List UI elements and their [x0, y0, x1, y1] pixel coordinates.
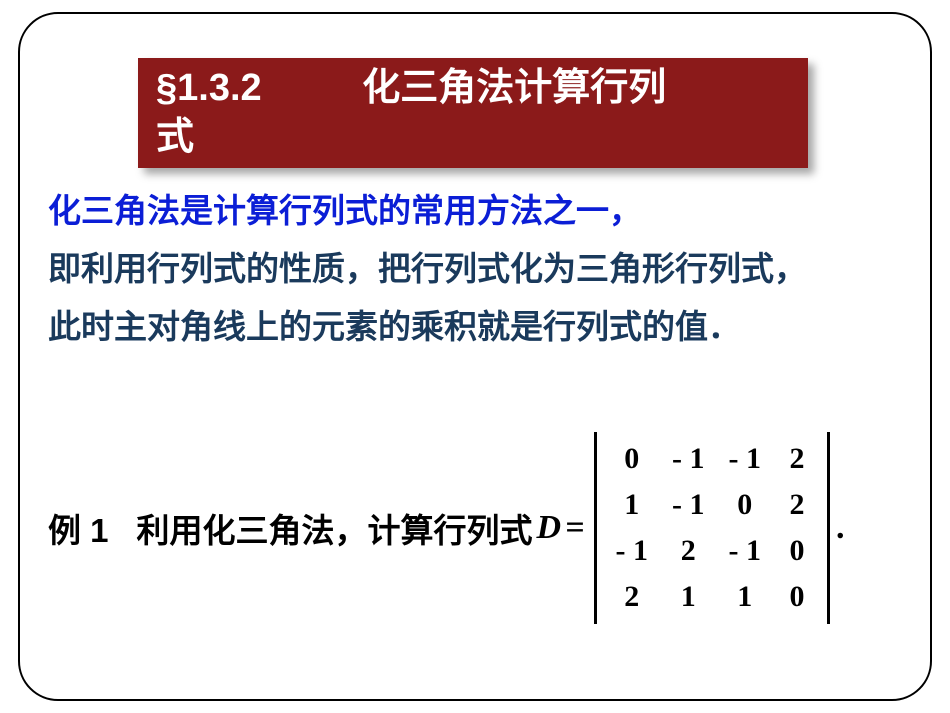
slide-content: §1.3.2 化三角法计算行列 式 化三角法是计算行列式的常用方法之一， 即利用… [18, 12, 932, 701]
title-box: §1.3.2 化三角法计算行列 式 [138, 58, 808, 168]
det-cell: 0 [773, 528, 821, 574]
example-label: 例 1 [48, 504, 109, 552]
det-cell: 0 [716, 482, 773, 528]
det-cell: - 1 [660, 482, 717, 528]
det-cell: 1 [716, 574, 773, 620]
det-cell: 2 [603, 574, 660, 620]
title-section-number: §1.3.2 [156, 67, 262, 109]
det-var: D [537, 509, 562, 547]
det-cell: 1 [660, 574, 717, 620]
det-row: 0 - 1 - 1 2 [603, 436, 821, 482]
paragraph-line-1: 化三角法是计算行列式的常用方法之一， [48, 182, 902, 240]
determinant-matrix: 0 - 1 - 1 2 1 - 1 0 2 - 1 2 - 1 [603, 436, 821, 620]
body-paragraph: 化三角法是计算行列式的常用方法之一， 即利用行列式的性质，把行列式化为三角形行列… [48, 182, 902, 355]
det-cell: 2 [773, 482, 821, 528]
determinant-variable: D = [537, 509, 595, 547]
title-text-2: 式 [156, 116, 194, 158]
example-prompt: 利用化三角法，计算行列式 [137, 504, 533, 552]
det-cell: 2 [660, 528, 717, 574]
title-text-1: 化三角法计算行列 [362, 67, 666, 109]
example-row: 例 1 利用化三角法，计算行列式 D = 0 - 1 - 1 2 1 [48, 432, 902, 624]
det-cell: 2 [773, 436, 821, 482]
determinant-expression: D = 0 - 1 - 1 2 1 - 1 0 2 [537, 432, 845, 624]
paragraph-line-2: 即利用行列式的性质，把行列式化为三角形行列式， [48, 240, 902, 298]
det-cell: 1 [603, 482, 660, 528]
det-cell: - 1 [716, 436, 773, 482]
det-row: 2 1 1 0 [603, 574, 821, 620]
det-eq-sign: = [561, 509, 588, 547]
det-row: - 1 2 - 1 0 [603, 528, 821, 574]
paragraph-line-3: 此时主对角线上的元素的乘积就是行列式的值． [48, 298, 902, 356]
det-cell: - 1 [603, 528, 660, 574]
determinant-bars: 0 - 1 - 1 2 1 - 1 0 2 - 1 2 - 1 [594, 432, 830, 624]
det-cell: 0 [603, 436, 660, 482]
det-row: 1 - 1 0 2 [603, 482, 821, 528]
det-cell: 0 [773, 574, 821, 620]
det-cell: - 1 [716, 528, 773, 574]
det-cell: - 1 [660, 436, 717, 482]
det-period: . [830, 509, 845, 547]
